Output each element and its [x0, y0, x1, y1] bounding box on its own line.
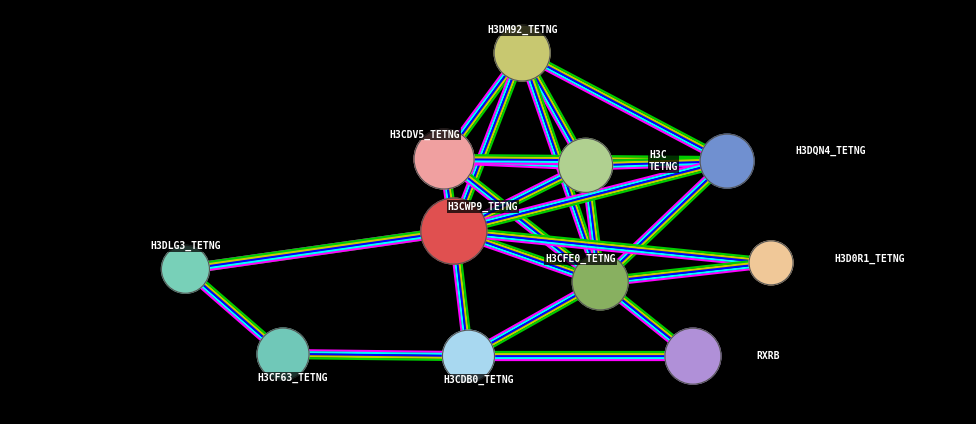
- Text: H3DM92_TETNG: H3DM92_TETNG: [487, 25, 557, 35]
- Text: H3CDV5_TETNG: H3CDV5_TETNG: [389, 129, 460, 139]
- Circle shape: [421, 198, 487, 264]
- Text: H3CF63_TETNG: H3CF63_TETNG: [258, 373, 328, 383]
- Circle shape: [558, 138, 613, 192]
- Text: H3DQN4_TETNG: H3DQN4_TETNG: [795, 145, 866, 156]
- Circle shape: [665, 328, 721, 384]
- Circle shape: [161, 245, 210, 293]
- Text: H3C
TETNG: H3C TETNG: [649, 151, 678, 172]
- Circle shape: [494, 25, 550, 81]
- Circle shape: [572, 254, 629, 310]
- Text: H3CDB0_TETNG: H3CDB0_TETNG: [443, 375, 513, 385]
- Circle shape: [749, 241, 793, 285]
- Text: H3CFE0_TETNG: H3CFE0_TETNG: [546, 254, 616, 264]
- Text: H3CWP9_TETNG: H3CWP9_TETNG: [448, 201, 518, 212]
- Circle shape: [442, 330, 495, 382]
- Circle shape: [257, 328, 309, 380]
- Text: RXRB: RXRB: [756, 351, 780, 361]
- Text: H3DLG3_TETNG: H3DLG3_TETNG: [150, 241, 221, 251]
- Text: H3D0R1_TETNG: H3D0R1_TETNG: [834, 254, 905, 264]
- Circle shape: [700, 134, 754, 188]
- Circle shape: [414, 129, 474, 189]
